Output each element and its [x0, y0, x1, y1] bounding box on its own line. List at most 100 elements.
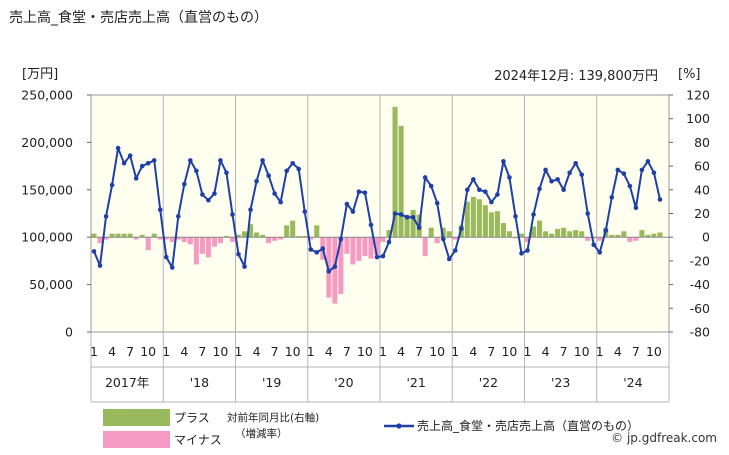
bar-mark — [651, 233, 657, 238]
sales-point — [567, 170, 572, 176]
right-tick-label: 0 — [702, 230, 710, 245]
bar-mark — [242, 231, 248, 238]
sales-point — [133, 176, 139, 181]
sales-point — [332, 264, 338, 269]
sales-point — [151, 158, 157, 163]
bar-mark — [645, 234, 651, 238]
sales-point — [537, 186, 542, 192]
grid-layer — [91, 95, 669, 332]
bar-mark — [585, 237, 591, 241]
sales-point — [97, 263, 103, 268]
bar-mark — [151, 233, 157, 238]
sales-point — [350, 209, 356, 214]
left-tick-label: 150,000 — [21, 182, 73, 197]
bar-mark — [543, 231, 549, 238]
bar-mark — [531, 226, 537, 238]
bar-mark — [591, 237, 597, 239]
bar-mark — [464, 201, 470, 238]
sales-point — [127, 153, 133, 158]
bar-mark — [518, 233, 525, 238]
bar-mark — [338, 237, 344, 295]
month-tick-label: 4 — [108, 344, 116, 359]
bar-mark — [109, 233, 115, 238]
left-axis-unit: [万円] — [22, 67, 58, 82]
sales-point — [579, 172, 584, 177]
bar-mark — [488, 212, 494, 238]
month-tick-label: 10 — [501, 344, 517, 359]
bar-mark — [555, 228, 561, 238]
sales-point — [597, 250, 603, 255]
sales-point — [176, 214, 181, 219]
legend-minus-swatch — [103, 431, 170, 448]
sales-point — [651, 170, 657, 176]
sales-point — [609, 195, 615, 200]
legend-plus-label: プラス — [174, 411, 210, 425]
sales-point — [465, 187, 470, 193]
sales-point — [103, 214, 109, 219]
bar-mark — [398, 125, 404, 238]
month-tick-label: 1 — [451, 344, 459, 359]
bar-mark — [657, 232, 663, 238]
sales-point — [163, 254, 169, 260]
bar-mark — [205, 237, 211, 258]
sales-point — [169, 265, 175, 270]
left-tick-label: 0 — [65, 325, 73, 340]
sales-point — [344, 201, 350, 207]
bar-mark — [446, 231, 452, 238]
bar-mark — [260, 234, 266, 238]
sales-point — [326, 269, 332, 274]
month-tick-label: 7 — [271, 344, 279, 359]
month-tick-label: 1 — [524, 344, 532, 359]
sales-point — [525, 248, 530, 253]
month-tick-label: 4 — [469, 344, 477, 359]
sales-point — [224, 170, 229, 176]
bar-mark — [121, 233, 127, 238]
sales-point — [458, 226, 464, 231]
month-tick-label: 10 — [212, 344, 228, 359]
month-tick-label: 1 — [90, 344, 98, 359]
right-tick-label: -40 — [690, 277, 710, 292]
legend-bar-desc-1: 対前年同月比(右軸) — [227, 411, 319, 424]
bar-mark — [392, 106, 398, 238]
sales-point — [218, 158, 223, 163]
sales-point — [471, 177, 476, 182]
month-tick-label: 4 — [325, 344, 333, 359]
month-tick-label: 7 — [487, 344, 495, 359]
bar-mark — [133, 237, 139, 240]
chart-title: 売上高_食堂・売店売上高（直営のもの） — [9, 9, 268, 26]
month-tick-label: 7 — [560, 344, 568, 359]
sales-point — [248, 207, 253, 213]
sales-point — [145, 160, 151, 166]
bar-mark — [235, 234, 242, 238]
legend-bar-desc-2: （増減率） — [235, 427, 288, 440]
sales-point — [278, 199, 283, 205]
sales-point — [639, 167, 645, 173]
sales-point — [308, 247, 314, 252]
bar-mark — [254, 232, 260, 238]
bar-mark — [187, 237, 193, 245]
sales-point — [549, 178, 554, 184]
sales-point — [398, 212, 404, 217]
right-tick-label: 60 — [694, 159, 710, 174]
month-tick-label: 10 — [140, 344, 156, 359]
bar-mark — [549, 233, 555, 238]
bar-mark — [97, 237, 103, 244]
bar-mark — [157, 237, 163, 240]
right-tick-label: 40 — [694, 182, 710, 197]
legend: プラス マイナス 対前年同月比(右軸) （増減率） 売上高_食堂・売店売上高（直… — [103, 409, 639, 448]
sales-point — [519, 251, 524, 256]
sales-point — [109, 182, 115, 188]
year-label: '18 — [190, 375, 209, 390]
sales-point — [314, 250, 320, 255]
right-tick-label: -20 — [690, 253, 710, 268]
bar-mark — [229, 237, 236, 242]
month-tick-label: 1 — [162, 344, 170, 359]
year-label: '23 — [551, 375, 570, 390]
sales-point — [206, 197, 211, 203]
bar-mark — [344, 237, 350, 254]
bar-mark — [374, 237, 380, 255]
sales-point — [236, 251, 241, 257]
bar-mark — [579, 231, 585, 238]
